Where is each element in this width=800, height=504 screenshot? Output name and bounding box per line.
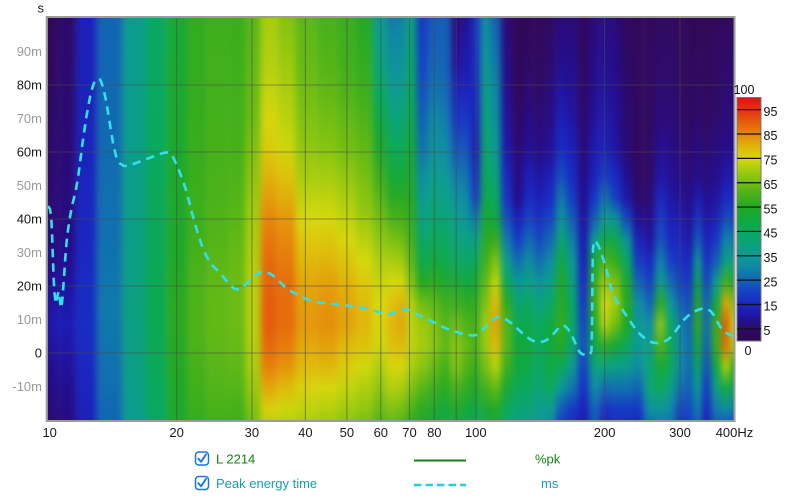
svg-text:70: 70 [402,425,416,440]
svg-text:30: 30 [245,425,259,440]
svg-text:60m: 60m [17,145,42,160]
svg-text:70m: 70m [17,111,42,126]
svg-text:400Hz: 400Hz [716,425,754,440]
svg-text:s: s [38,1,45,16]
svg-text:5: 5 [764,324,771,338]
svg-text:L 2214: L 2214 [216,452,255,467]
svg-text:45: 45 [764,227,778,241]
svg-text:10m: 10m [17,312,42,327]
svg-text:75: 75 [764,154,778,168]
svg-text:90m: 90m [17,44,42,59]
svg-text:55: 55 [764,202,778,216]
svg-text:85: 85 [764,129,778,143]
svg-text:30m: 30m [17,245,42,260]
svg-text:10: 10 [42,425,56,440]
svg-text:50m: 50m [17,178,42,193]
svg-text:15: 15 [764,300,778,314]
svg-text:60: 60 [374,425,388,440]
svg-text:300: 300 [669,425,691,440]
svg-text:100: 100 [734,83,755,97]
svg-text:ms: ms [541,476,559,491]
svg-text:20m: 20m [17,279,42,294]
svg-text:35: 35 [764,251,778,265]
svg-text:80: 80 [427,425,441,440]
svg-text:100: 100 [465,425,487,440]
svg-text:20: 20 [169,425,183,440]
svg-text:0: 0 [745,344,752,358]
svg-text:80m: 80m [17,78,42,93]
svg-text:-10m: -10m [12,379,42,394]
svg-text:200: 200 [594,425,616,440]
svg-text:65: 65 [764,178,778,192]
svg-text:25: 25 [764,275,778,289]
svg-text:40m: 40m [17,212,42,227]
svg-text:50: 50 [340,425,354,440]
svg-text:%pk: %pk [535,452,561,467]
svg-text:95: 95 [764,105,778,119]
svg-text:0: 0 [35,346,42,361]
svg-text:Peak energy time: Peak energy time [216,476,317,491]
svg-text:40: 40 [298,425,312,440]
